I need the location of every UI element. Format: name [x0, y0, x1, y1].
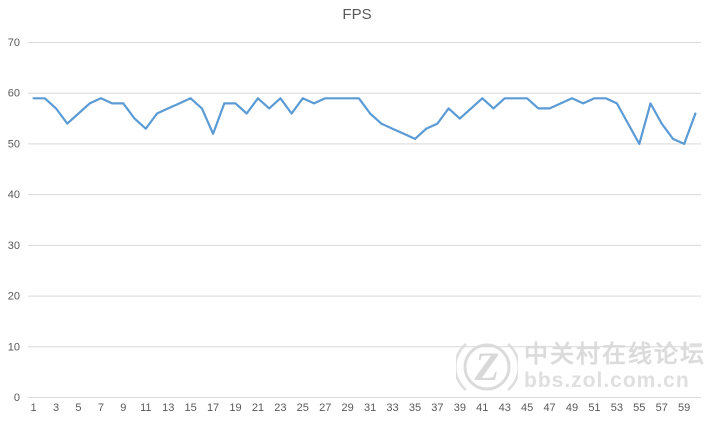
x-axis-label-9: 9: [120, 402, 126, 414]
y-axis-label-70: 70: [8, 37, 20, 49]
x-axis-label-19: 19: [229, 402, 241, 414]
y-axis-label-50: 50: [8, 138, 20, 150]
x-axis-label-5: 5: [75, 402, 81, 414]
y-axis-label-60: 60: [8, 88, 20, 100]
x-axis-label-25: 25: [297, 402, 309, 414]
x-axis-label-21: 21: [252, 402, 264, 414]
watermark: Z 中关村在线论坛 bbs.zol.com.cn: [456, 336, 706, 398]
x-axis-label-53: 53: [611, 402, 623, 414]
x-axis-label-23: 23: [274, 402, 286, 414]
x-axis-label-31: 31: [364, 402, 376, 414]
y-axis-label-0: 0: [14, 392, 20, 404]
chart-title: FPS: [342, 6, 372, 23]
x-axis-label-1: 1: [31, 402, 37, 414]
x-axis-label-33: 33: [386, 402, 398, 414]
x-axis-label-35: 35: [409, 402, 421, 414]
watermark-site-name: 中关村在线论坛: [524, 341, 706, 369]
y-axis-label-30: 30: [8, 240, 20, 252]
y-axis-label-10: 10: [8, 341, 20, 353]
zol-logo-icon: Z: [456, 343, 518, 391]
x-axis-label-51: 51: [588, 402, 600, 414]
x-axis-label-59: 59: [678, 402, 690, 414]
x-axis-label-47: 47: [543, 402, 555, 414]
x-axis-label-27: 27: [319, 402, 331, 414]
y-axis-label-40: 40: [8, 189, 20, 201]
fps-series-line: [32, 97, 697, 145]
x-axis-label-45: 45: [521, 402, 533, 414]
watermark-site-url: bbs.zol.com.cn: [524, 368, 690, 392]
x-axis-label-43: 43: [499, 402, 511, 414]
x-axis-label-49: 49: [566, 402, 578, 414]
svg-text:Z: Z: [474, 344, 499, 389]
x-axis-label-29: 29: [342, 402, 354, 414]
x-axis-label-3: 3: [53, 402, 59, 414]
y-axis-label-20: 20: [8, 291, 20, 303]
x-axis-label-41: 41: [476, 402, 488, 414]
x-axis-label-39: 39: [454, 402, 466, 414]
x-axis-label-55: 55: [633, 402, 645, 414]
x-axis-label-7: 7: [98, 402, 104, 414]
x-axis-label-15: 15: [185, 402, 197, 414]
x-axis-label-11: 11: [140, 402, 151, 414]
x-axis-label-37: 37: [431, 402, 443, 414]
x-axis-label-17: 17: [207, 402, 219, 414]
x-axis-label-57: 57: [656, 402, 668, 414]
x-axis-label-13: 13: [162, 402, 174, 414]
